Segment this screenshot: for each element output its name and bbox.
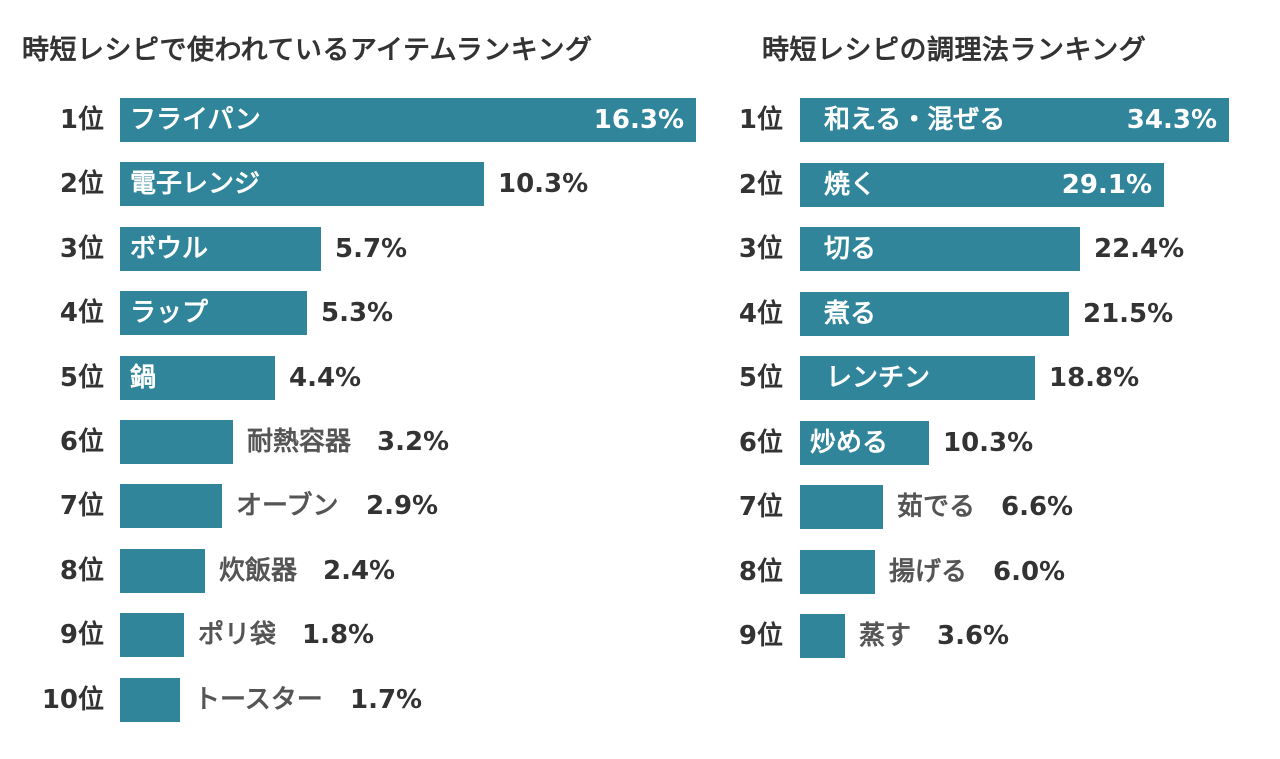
item-row: 6位 耐熱容器 3.2% — [0, 420, 1280, 464]
item-category-label: ラップ — [130, 298, 209, 329]
item-bar — [120, 548, 205, 593]
method-bar — [800, 227, 1080, 271]
item-bar — [120, 677, 180, 722]
item-rank-label: 4位 — [59, 298, 104, 329]
item-value-label: 1.7% — [350, 684, 423, 715]
method-value-label: 6.6% — [1001, 492, 1074, 522]
item-value-label: 2.4% — [323, 555, 396, 586]
item-category-label: 鍋 — [130, 362, 157, 393]
item-category-label: 耐熱容器 — [247, 427, 352, 457]
item-bar — [120, 162, 484, 207]
method-row: 7位 茹でる 6.6% — [0, 485, 1280, 529]
method-row: 9位 蒸す 3.6% — [0, 614, 1280, 658]
item-bar — [120, 484, 222, 529]
item-bar — [120, 420, 233, 464]
method-rank-label: 9位 — [738, 621, 783, 651]
method-rank-label: 6位 — [738, 427, 783, 458]
method-rank-label: 7位 — [738, 492, 783, 522]
item-row: 1位 フライパン 16.3% — [0, 98, 1280, 142]
item-category-label: フライパン — [130, 105, 261, 135]
method-category-label: 揚げる — [889, 556, 968, 587]
item-value-label: 4.4% — [289, 362, 362, 393]
method-rank-label: 4位 — [738, 298, 783, 329]
item-row: 10位 トースター 1.7% — [0, 677, 1280, 722]
method-bar — [800, 485, 883, 529]
item-row: 7位 オーブン 2.9% — [0, 484, 1280, 529]
method-value-label: 22.4% — [1094, 234, 1185, 264]
item-row: 9位 ポリ袋 1.8% — [0, 613, 1280, 658]
item-value-label: 3.2% — [377, 427, 450, 457]
method-bar — [800, 291, 1069, 336]
item-category-label: ボウル — [130, 233, 209, 264]
method-bar — [800, 614, 845, 658]
method-value-label: 6.0% — [993, 556, 1066, 587]
item-rank-label: 7位 — [59, 491, 104, 522]
item-row: 4位 ラップ 5.3% — [0, 291, 1280, 336]
item-category-label: 電子レンジ — [130, 169, 261, 200]
item-rank-label: 3位 — [59, 233, 104, 264]
item-rank-label: 10位 — [41, 684, 104, 715]
item-row: 3位 ボウル 5.7% — [0, 226, 1280, 271]
method-category-label: 焼く — [824, 169, 877, 200]
item-category-label: 炊飯器 — [219, 555, 298, 586]
item-row: 2位 電子レンジ 10.3% — [0, 162, 1280, 207]
item-bar — [120, 613, 184, 658]
item-category-label: ポリ袋 — [198, 620, 277, 651]
method-ranking-title: 時短レシピの調理法ランキング — [762, 35, 1147, 66]
item-value-label: 5.3% — [321, 298, 394, 329]
item-value-label: 5.7% — [335, 233, 408, 264]
item-value-label: 16.3% — [593, 105, 684, 135]
method-rank-label: 2位 — [738, 169, 783, 200]
method-value-label: 10.3% — [943, 427, 1034, 458]
method-category-label: 茹でる — [897, 492, 976, 522]
method-rank-label: 1位 — [738, 105, 783, 135]
method-bar — [800, 549, 875, 594]
item-bar — [120, 355, 275, 400]
method-value-label: 29.1% — [1061, 169, 1152, 200]
method-category-label: 煮る — [824, 298, 877, 329]
item-rank-label: 1位 — [59, 105, 104, 135]
method-rank-label: 8位 — [738, 556, 783, 587]
item-rank-label: 5位 — [59, 362, 104, 393]
method-category-label: 蒸す — [859, 621, 912, 651]
item-value-label: 10.3% — [498, 169, 589, 200]
method-category-label: 和える・混ぜる — [824, 105, 1006, 135]
method-category-label: レンチン — [826, 363, 931, 393]
method-value-label: 21.5% — [1083, 298, 1174, 329]
item-row: 8位 炊飯器 2.4% — [0, 548, 1280, 593]
method-value-label: 3.6% — [937, 621, 1010, 651]
item-category-label: オーブン — [236, 491, 339, 522]
item-row: 5位鍋 4.4% — [0, 355, 1280, 400]
method-row: 1位 和える・混ぜる 34.3% — [0, 98, 1280, 142]
method-bar — [800, 356, 1035, 400]
item-bar — [120, 291, 307, 336]
method-row: 2位 焼く 29.1% — [0, 162, 1280, 207]
item-ranking-title: 時短レシピで使われているアイテムランキング — [22, 35, 593, 66]
method-bar — [800, 98, 1229, 142]
item-rank-label: 8位 — [59, 555, 104, 586]
item-bar — [120, 226, 321, 271]
item-rank-label: 9位 — [59, 620, 104, 651]
item-bar — [120, 98, 696, 142]
item-value-label: 1.8% — [302, 620, 375, 651]
method-rank-label: 3位 — [738, 234, 783, 264]
method-rank-label: 5位 — [738, 363, 783, 393]
method-value-label: 18.8% — [1049, 363, 1140, 393]
item-category-label: トースター — [194, 684, 323, 715]
method-category-label: 炒める — [810, 427, 889, 458]
method-category-label: 切る — [824, 234, 877, 264]
method-bar — [800, 420, 929, 465]
method-value-label: 34.3% — [1126, 105, 1217, 135]
item-rank-label: 2位 — [59, 169, 104, 200]
method-row: 3位 切る 22.4% — [0, 227, 1280, 271]
method-row: 5位 レンチン 18.8% — [0, 356, 1280, 400]
method-row: 4位 煮る 21.5% — [0, 291, 1280, 336]
item-rank-label: 6位 — [59, 427, 104, 457]
method-row: 6位 炒める 10.3% — [0, 420, 1280, 465]
method-bar — [800, 162, 1164, 207]
method-row: 8位 揚げる 6.0% — [0, 549, 1280, 594]
item-value-label: 2.9% — [366, 491, 439, 522]
